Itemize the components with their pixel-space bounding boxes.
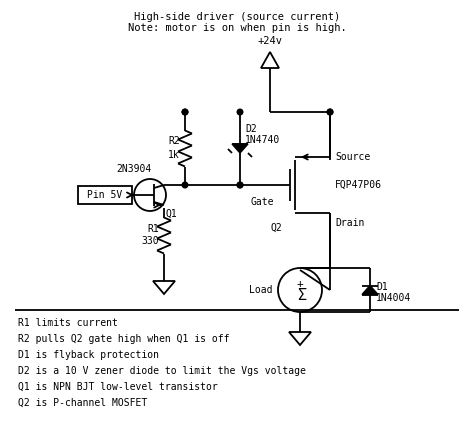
Text: Q1 is NPN BJT low-level transistor: Q1 is NPN BJT low-level transistor [18,382,218,392]
Text: D1: D1 [376,282,388,292]
Text: Drain: Drain [335,218,365,228]
Text: R1 limits current: R1 limits current [18,318,118,328]
Text: D2: D2 [245,124,257,134]
Circle shape [327,109,333,115]
Text: Pin 5V: Pin 5V [87,190,123,200]
Text: Q1: Q1 [166,209,178,219]
Circle shape [237,182,243,188]
Text: Q2: Q2 [270,223,282,233]
Text: D2 is a 10 V zener diode to limit the Vgs voltage: D2 is a 10 V zener diode to limit the Vg… [18,366,306,376]
Circle shape [237,109,243,115]
Text: 1N4004: 1N4004 [376,293,411,303]
Text: 1N4740: 1N4740 [245,135,280,145]
Text: Q2 is P-channel MOSFET: Q2 is P-channel MOSFET [18,398,147,408]
Text: D1 is flyback protection: D1 is flyback protection [18,350,159,360]
Text: +24v: +24v [257,36,283,46]
Text: R1: R1 [147,224,159,233]
Polygon shape [362,286,378,294]
Circle shape [182,182,188,188]
Text: High-side driver (source current): High-side driver (source current) [134,12,340,22]
Text: +: + [297,279,303,289]
Text: 330: 330 [141,236,159,247]
Text: R2: R2 [168,136,180,146]
Circle shape [182,109,188,115]
FancyBboxPatch shape [78,186,132,204]
Text: 2N3904: 2N3904 [117,164,152,174]
Polygon shape [232,144,248,153]
Text: Σ: Σ [298,288,307,303]
Text: R2 pulls Q2 gate high when Q1 is off: R2 pulls Q2 gate high when Q1 is off [18,334,229,344]
Circle shape [327,109,333,115]
Text: Note: motor is on when pin is high.: Note: motor is on when pin is high. [128,23,346,33]
Text: 1k: 1k [168,149,180,160]
Text: Gate: Gate [251,197,274,207]
Text: Source: Source [335,152,370,162]
Text: FQP47P06: FQP47P06 [335,180,382,190]
Text: Load: Load [249,285,273,295]
Circle shape [237,182,243,188]
Circle shape [182,109,188,115]
